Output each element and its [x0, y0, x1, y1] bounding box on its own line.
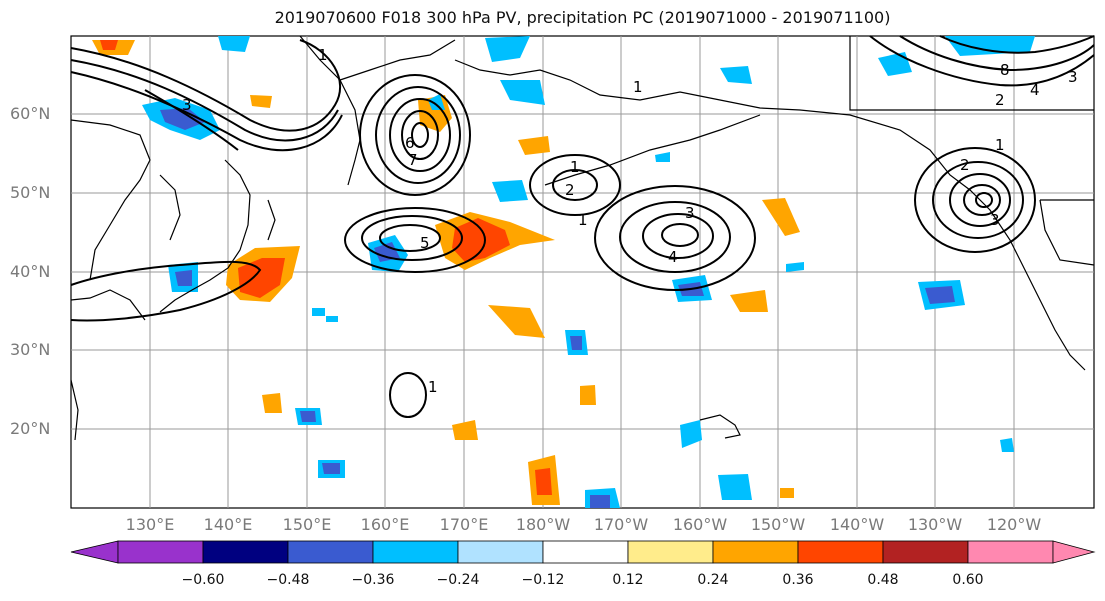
colorbar-bin [967, 540, 1054, 564]
contour-labels: 1 2 1 2 3 4 3 2 8 4 1 7 6 1 1 1 3 5 3 [182, 46, 1078, 396]
colorbar-bin [287, 540, 374, 564]
contour-label: 2 [565, 181, 575, 199]
colorbar-tick-label: −0.60 [181, 572, 225, 588]
colorbar-tick-label: 0.24 [697, 572, 729, 588]
colorbar-bin [627, 540, 714, 564]
contour-label: 1 [318, 46, 328, 64]
contour-label: 1 [428, 378, 438, 396]
colorbar-tick-label: 0.48 [867, 572, 899, 588]
contour-label: 1 [570, 158, 580, 176]
contour-label: 5 [420, 234, 430, 252]
lon-label: 130°E [125, 515, 175, 534]
colorbar-tick-label: 0.60 [952, 572, 984, 588]
contour-label: 8 [1000, 61, 1010, 79]
colorbar-bin [797, 540, 884, 564]
colorbar-bin [712, 540, 799, 564]
contour-label: 3 [990, 211, 1000, 229]
colorbar-bin [882, 540, 969, 564]
colorbar [70, 540, 1096, 564]
lon-label: 170°E [439, 515, 489, 534]
contour-label: 3 [1068, 68, 1078, 86]
colorbar-bin [457, 540, 544, 564]
lon-label: 170°W [593, 515, 649, 534]
pv-contours [70, 35, 1095, 418]
colorbar-extend-high [1052, 540, 1096, 564]
lat-label: 50°N [10, 183, 51, 202]
coastlines [70, 35, 1095, 441]
contour-label: 3 [685, 204, 695, 222]
colorbar-tick-label: 0.36 [782, 572, 814, 588]
contour-label: 1 [995, 136, 1005, 154]
lon-label: 140°E [203, 515, 253, 534]
colorbar-tick-label: −0.36 [351, 572, 395, 588]
contour-label: 1 [578, 211, 588, 229]
colorbar-bin [117, 540, 204, 564]
colorbar-tick-label: −0.12 [521, 572, 565, 588]
contour-label: 1 [633, 78, 643, 96]
lon-label: 150°W [750, 515, 806, 534]
lon-label: 120°W [986, 515, 1042, 534]
lat-label: 60°N [10, 104, 51, 123]
lon-label: 150°E [282, 515, 332, 534]
lat-label: 40°N [10, 262, 51, 281]
colorbar-extend-low [70, 540, 119, 564]
lat-label: 30°N [10, 340, 51, 359]
colorbar-tick-label: −0.24 [436, 572, 480, 588]
lon-label: 140°W [829, 515, 885, 534]
map-title: 2019070600 F018 300 hPa PV, precipitatio… [274, 8, 891, 27]
colorbar-tick-label: −0.48 [266, 572, 310, 588]
contour-label: 2 [960, 156, 970, 174]
contour-label: 4 [1030, 81, 1040, 99]
contour-label: 4 [668, 248, 678, 266]
contour-label: 2 [995, 91, 1005, 109]
colorbar-tick-label: 0.12 [612, 572, 644, 588]
contour-label: 7 [408, 151, 418, 169]
lon-label: 160°W [672, 515, 728, 534]
colorbar-bin [202, 540, 289, 564]
lon-label: 160°E [360, 515, 410, 534]
contour-label: 3 [182, 96, 192, 114]
lat-label: 20°N [10, 419, 51, 438]
lon-label: 180°W [515, 515, 571, 534]
colorbar-bin [372, 540, 459, 564]
colorbar-bin [542, 540, 629, 564]
lon-label: 130°W [907, 515, 963, 534]
contour-label: 6 [405, 134, 415, 152]
